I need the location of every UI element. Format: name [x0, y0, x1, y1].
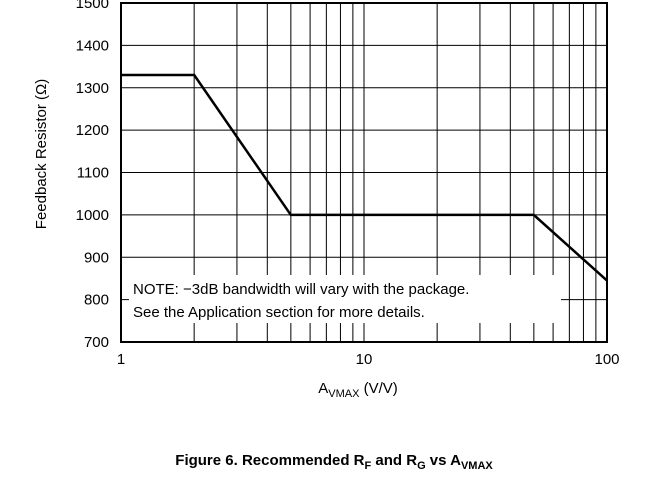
- series-layer: [121, 73, 608, 282]
- caption-mid: and R: [371, 452, 417, 469]
- annotation-background: [129, 275, 561, 323]
- y-tick-label: 1500: [76, 0, 109, 12]
- y-tick-label: 1300: [76, 80, 109, 97]
- caption-prefix: Figure 6. Recommended R: [175, 452, 364, 469]
- x-axis-label-main: A: [318, 380, 328, 397]
- annotation-box: NOTE: −3dB bandwidth will vary with the …: [129, 275, 561, 323]
- x-axis-label-sub: VMAX: [328, 388, 360, 400]
- y-tick-label: 1100: [77, 165, 109, 182]
- x-tick-label: 10: [356, 351, 373, 368]
- y-tick-labels: 700 800 900 1000 1100 1200 1300 1400 1500: [76, 0, 109, 351]
- series-line: [121, 73, 608, 282]
- y-tick-label: 900: [84, 249, 109, 266]
- x-axis-label: AVMAX (V/V): [318, 380, 398, 400]
- x-tick-labels: 1 10 100: [117, 351, 620, 368]
- y-tick-label: 1400: [76, 37, 109, 54]
- y-tick-label: 800: [84, 292, 109, 309]
- plot-frame: [120, 2, 608, 343]
- y-tick-label: 1000: [76, 207, 109, 224]
- caption-sub-g: G: [417, 460, 426, 472]
- annotation-line-2: See the Application section for more det…: [133, 304, 425, 321]
- caption-mid2: vs A: [426, 452, 461, 469]
- caption-sub-vmax: VMAX: [461, 460, 493, 472]
- y-axis-label: Feedback Resistor (Ω): [33, 79, 50, 229]
- y-tick-label: 1200: [76, 122, 109, 139]
- y-tick-label: 700: [84, 334, 109, 351]
- x-axis-label-unit: (V/V): [359, 380, 397, 397]
- caption-sub-f: F: [365, 460, 372, 472]
- annotation-line-1: NOTE: −3dB bandwidth will vary with the …: [133, 281, 469, 298]
- x-tick-label: 100: [594, 351, 619, 368]
- figure-caption: Figure 6. Recommended RF and RG vs AVMAX: [175, 452, 493, 472]
- x-tick-label: 1: [117, 351, 125, 368]
